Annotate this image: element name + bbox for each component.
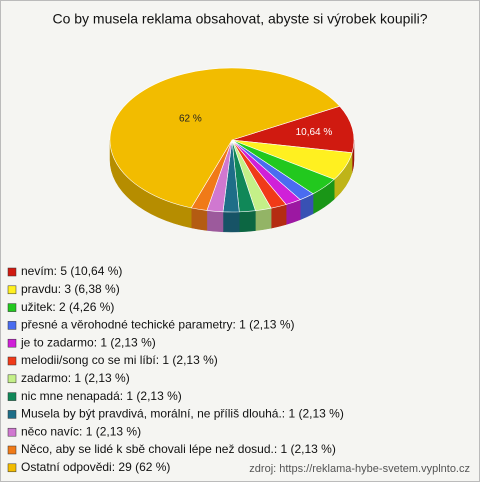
slice-side bbox=[206, 210, 224, 233]
data-label: 62 % bbox=[179, 113, 202, 124]
slice bbox=[231, 105, 355, 154]
source: zdroj: https://reklama-hybe-svetem.vypln… bbox=[249, 463, 470, 475]
legend-label: nic mne nenapadá: 1 (2,13 %) bbox=[21, 389, 182, 403]
legend-swatch bbox=[7, 338, 17, 348]
slice-side bbox=[191, 207, 208, 231]
legend-swatch bbox=[7, 356, 17, 366]
legend-swatch bbox=[7, 445, 17, 455]
legend-swatch bbox=[7, 303, 17, 312]
legend-swatch bbox=[7, 463, 17, 473]
slice bbox=[109, 67, 341, 209]
legend-label: užitek: 2 (4,26 %) bbox=[21, 300, 114, 314]
legend-swatch bbox=[7, 285, 17, 295]
legend-label: něco navíc: 1 (2,13 %) bbox=[21, 424, 141, 438]
chart-title: Co by musela reklama obsahovat, abyste s… bbox=[52, 11, 427, 27]
legend-swatch bbox=[7, 321, 17, 330]
legend-swatch bbox=[7, 374, 17, 384]
data-label: 10,64 % bbox=[296, 127, 333, 138]
legend-label: nevím: 5 (10,64 %) bbox=[21, 264, 122, 278]
slice-side bbox=[255, 207, 272, 231]
legend-label: přesné a věrohodné techické parametry: 1… bbox=[21, 318, 294, 332]
slice-side bbox=[270, 204, 287, 229]
legend-label: melodii/song co se mi líbí: 1 (2,13 %) bbox=[21, 353, 218, 367]
legend-swatch bbox=[7, 267, 17, 277]
legend-swatch bbox=[7, 427, 17, 437]
legend-swatch bbox=[7, 410, 17, 419]
legend-label: pravdu: 3 (6,38 %) bbox=[21, 282, 120, 296]
legend-label: Něco, aby se lidé k sbě chovali lépe než… bbox=[21, 442, 336, 456]
slice-side bbox=[239, 210, 256, 233]
legend-label: je to zadarmo: 1 (2,13 %) bbox=[20, 335, 156, 349]
legend-label: zadarmo: 1 (2,13 %) bbox=[21, 371, 130, 385]
slice-side bbox=[222, 211, 240, 233]
legend-swatch bbox=[7, 392, 17, 401]
legend-label: Ostatní odpovědi: 29 (62 %) bbox=[21, 460, 170, 474]
legend-label: Musela by být pravdivá, morální, ne příl… bbox=[21, 407, 344, 421]
